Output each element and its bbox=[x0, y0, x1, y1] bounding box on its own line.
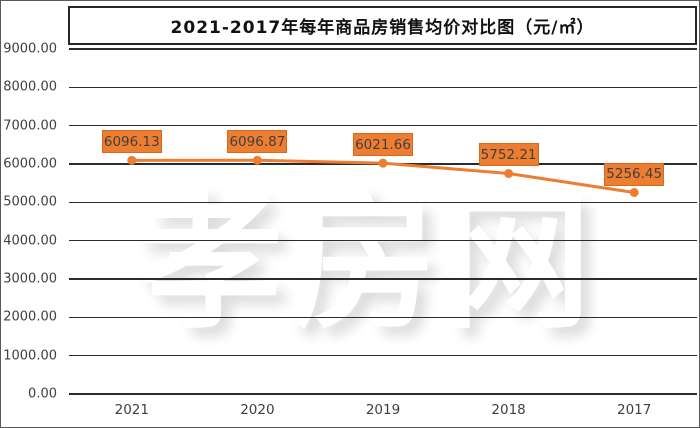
x-axis-tick-label: 2021 bbox=[114, 402, 149, 418]
watermark-text: 孝房网 bbox=[135, 177, 597, 349]
data-label: 6096.13 bbox=[101, 130, 162, 154]
data-label: 5256.45 bbox=[604, 162, 665, 186]
x-axis-tick-label: 2020 bbox=[240, 402, 275, 418]
gridline-y-2000 bbox=[69, 316, 697, 319]
y-axis-tick-label: 1000.00 bbox=[3, 348, 57, 364]
data-label: 6021.66 bbox=[353, 133, 413, 157]
y-axis-tick-label: 8000.00 bbox=[3, 79, 57, 95]
gridline-y-4000 bbox=[69, 239, 697, 242]
gridline-y-8000 bbox=[69, 86, 697, 89]
data-label: 6096.87 bbox=[227, 130, 288, 154]
data-point-marker bbox=[629, 188, 639, 198]
y-axis-tick-label: 0.00 bbox=[28, 386, 57, 402]
data-point-marker bbox=[504, 168, 514, 178]
gridline-y-5000 bbox=[69, 201, 697, 204]
x-axis-tick-label: 2018 bbox=[491, 402, 526, 418]
gridline-y-1000 bbox=[69, 354, 697, 357]
gridline-y-7000 bbox=[69, 124, 697, 127]
y-axis-tick-label: 4000.00 bbox=[3, 233, 57, 249]
y-axis-tick-label: 2000.00 bbox=[3, 309, 57, 325]
gridline-y-0 bbox=[69, 393, 697, 395]
chart-title-box: 2021-2017年每年商品房销售均价对比图（元/㎡） bbox=[68, 6, 697, 45]
data-point-marker bbox=[378, 158, 388, 168]
y-axis-tick-label: 3000.00 bbox=[3, 271, 57, 287]
data-point-marker bbox=[127, 155, 137, 165]
y-axis-tick-label: 7000.00 bbox=[3, 118, 57, 134]
gridline-y-3000 bbox=[69, 278, 697, 280]
x-axis-tick-label: 2017 bbox=[617, 402, 652, 418]
data-point-marker bbox=[252, 155, 262, 165]
price-line-series bbox=[127, 155, 639, 198]
y-axis-tick-label: 9000.00 bbox=[3, 41, 57, 57]
x-axis-tick-label: 2019 bbox=[365, 402, 401, 418]
y-axis-tick-label: 6000.00 bbox=[3, 156, 57, 172]
y-axis-tick-label: 5000.00 bbox=[3, 194, 57, 210]
data-label: 5752.21 bbox=[478, 143, 539, 167]
gridline-y-9000 bbox=[69, 48, 697, 50]
chart-title: 2021-2017年每年商品房销售均价对比图（元/㎡） bbox=[170, 18, 595, 38]
